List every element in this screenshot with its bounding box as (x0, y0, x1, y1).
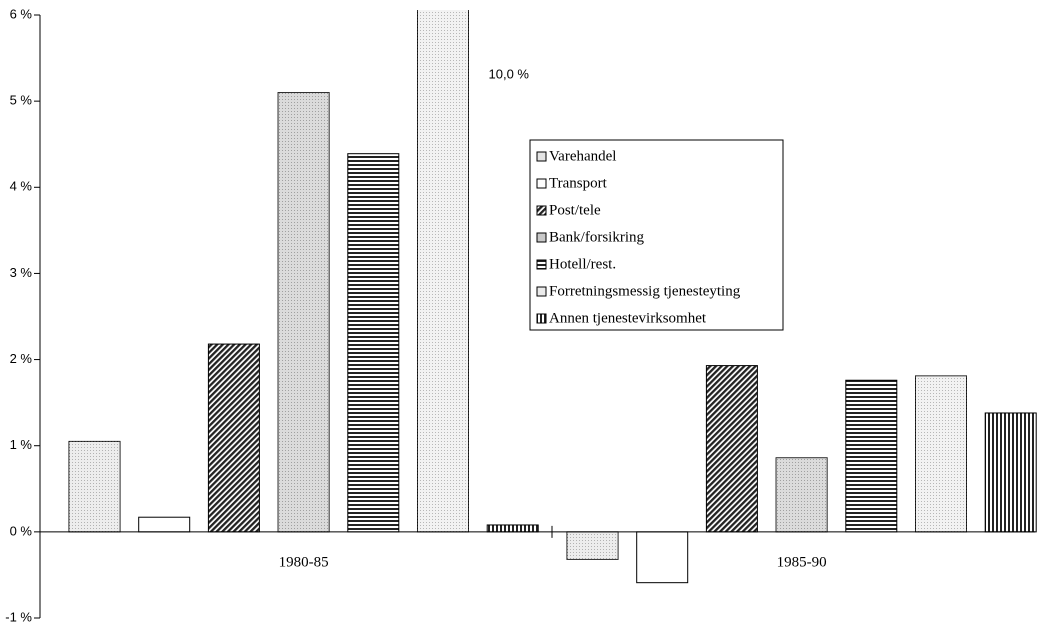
bar-texture (567, 531, 618, 560)
legend-label: Forretningsmessig tjenesteyting (549, 283, 741, 299)
bar-texture (417, 10, 469, 532)
bar (486, 524, 539, 533)
legend-label: Post/tele (549, 202, 601, 218)
bar (347, 153, 400, 533)
y-tick-label: 4 % (10, 179, 33, 194)
legend-swatch (536, 232, 547, 243)
plot-area (68, 10, 1037, 584)
legend-swatch (536, 286, 547, 297)
bar-texture (278, 92, 330, 532)
bar (636, 531, 689, 584)
legend-swatch (536, 259, 547, 270)
y-tick-label: 2 % (10, 351, 33, 366)
legend-swatch (536, 313, 547, 324)
y-tick-label: 5 % (10, 93, 33, 108)
bar-texture (915, 375, 967, 532)
legend-label: Varehandel (549, 148, 616, 164)
legend-swatch (536, 205, 547, 216)
legend-label: Bank/forsikring (549, 229, 644, 245)
bar (984, 412, 1037, 533)
legend-label: Transport (549, 175, 608, 191)
x-tick-label: 1980-85 (279, 554, 329, 570)
value-label: 10,0 % (489, 66, 530, 81)
legend-swatch (536, 151, 547, 162)
legend-swatch (536, 178, 547, 189)
bar-texture (69, 441, 120, 532)
y-tick-label: 3 % (10, 265, 33, 280)
bar (207, 343, 260, 533)
legend-label: Hotell/rest. (549, 256, 616, 272)
x-tick-label: 1985-90 (777, 554, 827, 570)
legend-label: Annen tjenestevirksomhet (549, 310, 707, 326)
legend-box (529, 139, 784, 331)
y-tick-label: 0 % (10, 523, 33, 538)
y-tick-label: -1 % (5, 609, 32, 624)
y-tick-label: 1 % (10, 437, 33, 452)
y-tick-label: 6 % (10, 6, 33, 21)
bar (138, 516, 191, 533)
bar (705, 365, 758, 533)
bar-texture (776, 457, 828, 532)
bar (845, 379, 898, 533)
